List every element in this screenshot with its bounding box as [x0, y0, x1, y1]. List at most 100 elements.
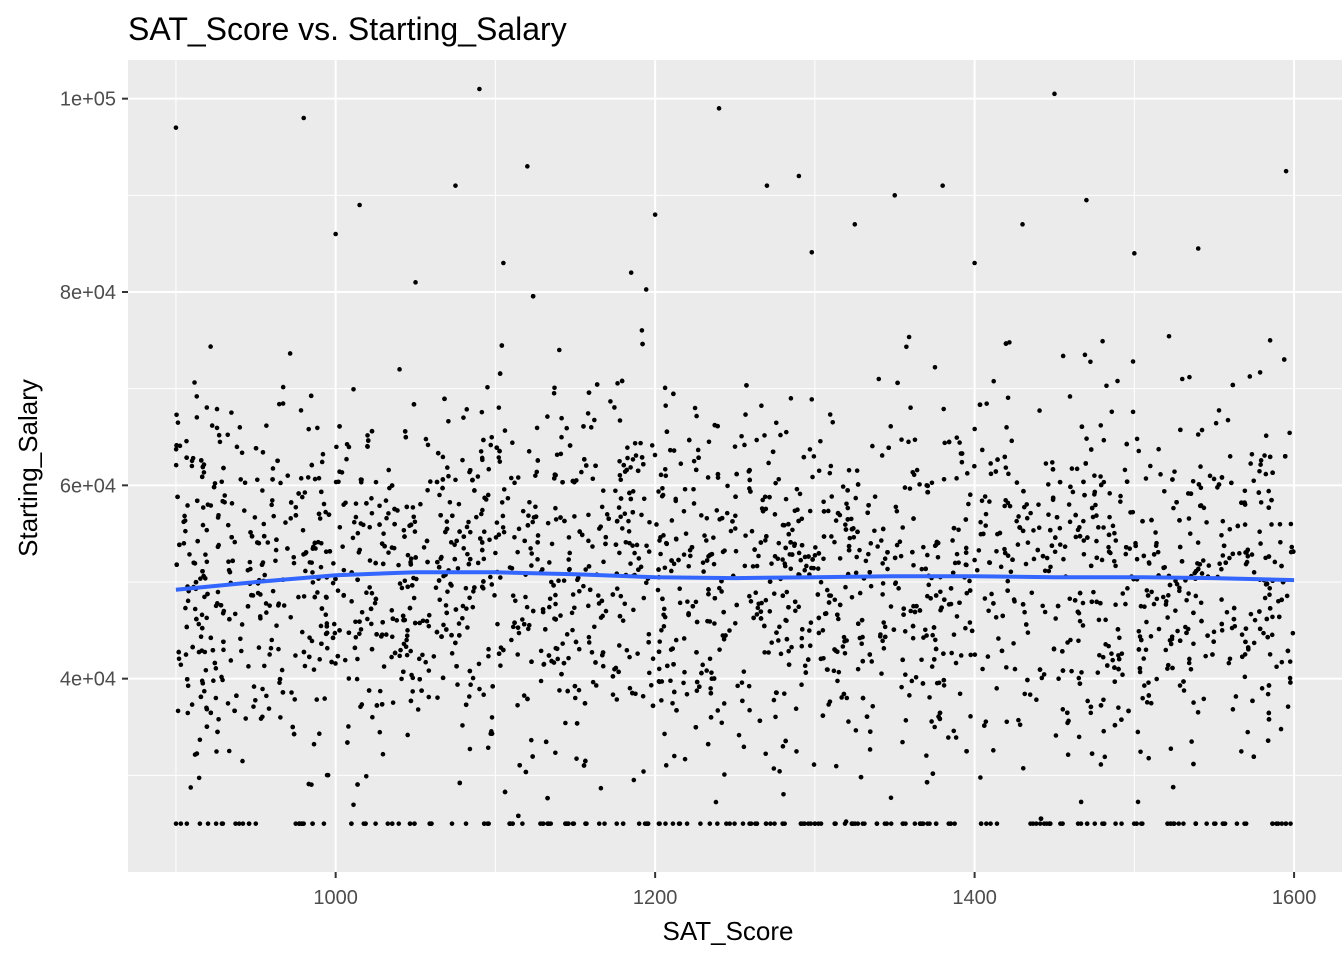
data-point: [1143, 476, 1149, 481]
data-point: [711, 535, 716, 540]
data-point: [389, 608, 395, 613]
data-point: [558, 515, 563, 520]
data-point: [352, 645, 358, 651]
data-point: [910, 635, 916, 641]
data-point: [467, 529, 473, 535]
data-point: [337, 424, 342, 429]
data-point: [530, 754, 535, 759]
data-point: [1276, 614, 1282, 620]
data-point: [586, 640, 592, 645]
data-point: [1002, 550, 1008, 556]
data-point: [1203, 653, 1208, 659]
data-point: [1158, 472, 1163, 477]
data-point: [870, 703, 876, 709]
data-point: [1231, 616, 1237, 622]
data-point: [669, 558, 674, 563]
data-point: [413, 280, 418, 285]
data-point: [302, 663, 308, 669]
data-point: [201, 688, 207, 694]
data-point: [912, 821, 918, 826]
data-point: [734, 602, 740, 608]
data-point: [722, 548, 727, 553]
data-point: [733, 548, 739, 554]
data-point: [1046, 512, 1051, 517]
data-point: [758, 616, 764, 621]
data-point: [1081, 538, 1087, 543]
data-point: [599, 598, 605, 604]
data-point: [275, 458, 280, 464]
data-point: [876, 376, 882, 382]
data-point: [907, 693, 912, 698]
data-point: [1020, 222, 1025, 227]
data-point: [1040, 553, 1046, 559]
data-point: [643, 287, 649, 292]
data-point: [198, 634, 204, 639]
data-point: [394, 618, 400, 623]
data-point: [449, 651, 455, 656]
data-point: [590, 544, 595, 549]
data-point: [440, 675, 446, 681]
data-point: [285, 546, 290, 551]
data-point: [1219, 597, 1224, 602]
data-point: [1174, 500, 1179, 505]
data-point: [1023, 561, 1029, 567]
data-point: [204, 615, 209, 621]
data-point: [356, 550, 362, 555]
data-point: [574, 756, 579, 761]
data-point: [209, 423, 215, 428]
data-point: [530, 608, 536, 614]
data-point: [453, 607, 459, 612]
data-point: [549, 658, 554, 664]
data-point: [320, 451, 326, 457]
data-point: [457, 633, 462, 638]
data-point: [1025, 540, 1031, 545]
data-point: [681, 508, 687, 514]
data-point: [732, 821, 737, 826]
data-point: [972, 426, 977, 432]
data-point: [381, 531, 386, 536]
data-point: [291, 554, 297, 560]
data-point: [917, 608, 923, 613]
data-point: [732, 444, 738, 449]
data-point: [802, 567, 807, 573]
data-point: [512, 534, 517, 540]
data-point: [465, 625, 470, 630]
data-point: [197, 737, 203, 743]
data-point: [963, 545, 969, 551]
data-point: [1002, 503, 1007, 509]
data-point: [1005, 500, 1011, 506]
data-point: [324, 645, 330, 651]
data-point: [1138, 603, 1144, 609]
data-point: [1143, 647, 1149, 653]
data-point: [510, 440, 515, 446]
data-point: [953, 660, 959, 666]
data-point: [188, 785, 194, 790]
data-point: [233, 821, 238, 826]
data-point: [835, 510, 841, 516]
data-point: [1092, 821, 1098, 826]
data-point: [929, 480, 935, 486]
data-point: [1089, 505, 1095, 511]
data-point: [200, 505, 206, 510]
data-point: [837, 602, 843, 608]
data-point: [933, 821, 939, 826]
data-point: [1196, 482, 1202, 487]
data-point: [373, 596, 379, 602]
data-point: [1098, 762, 1104, 767]
data-point: [369, 428, 375, 434]
data-point: [269, 637, 275, 643]
data-point: [840, 484, 846, 489]
data-point: [954, 614, 960, 619]
data-point: [467, 746, 473, 752]
data-point: [663, 473, 669, 479]
data-point: [780, 821, 786, 826]
data-point: [551, 390, 557, 396]
data-point: [628, 465, 633, 470]
data-point: [658, 551, 663, 557]
data-point: [312, 594, 318, 600]
data-point: [1017, 525, 1022, 530]
data-point: [1242, 522, 1248, 527]
data-point: [397, 581, 403, 586]
data-point: [978, 821, 984, 826]
data-point: [1264, 581, 1270, 587]
